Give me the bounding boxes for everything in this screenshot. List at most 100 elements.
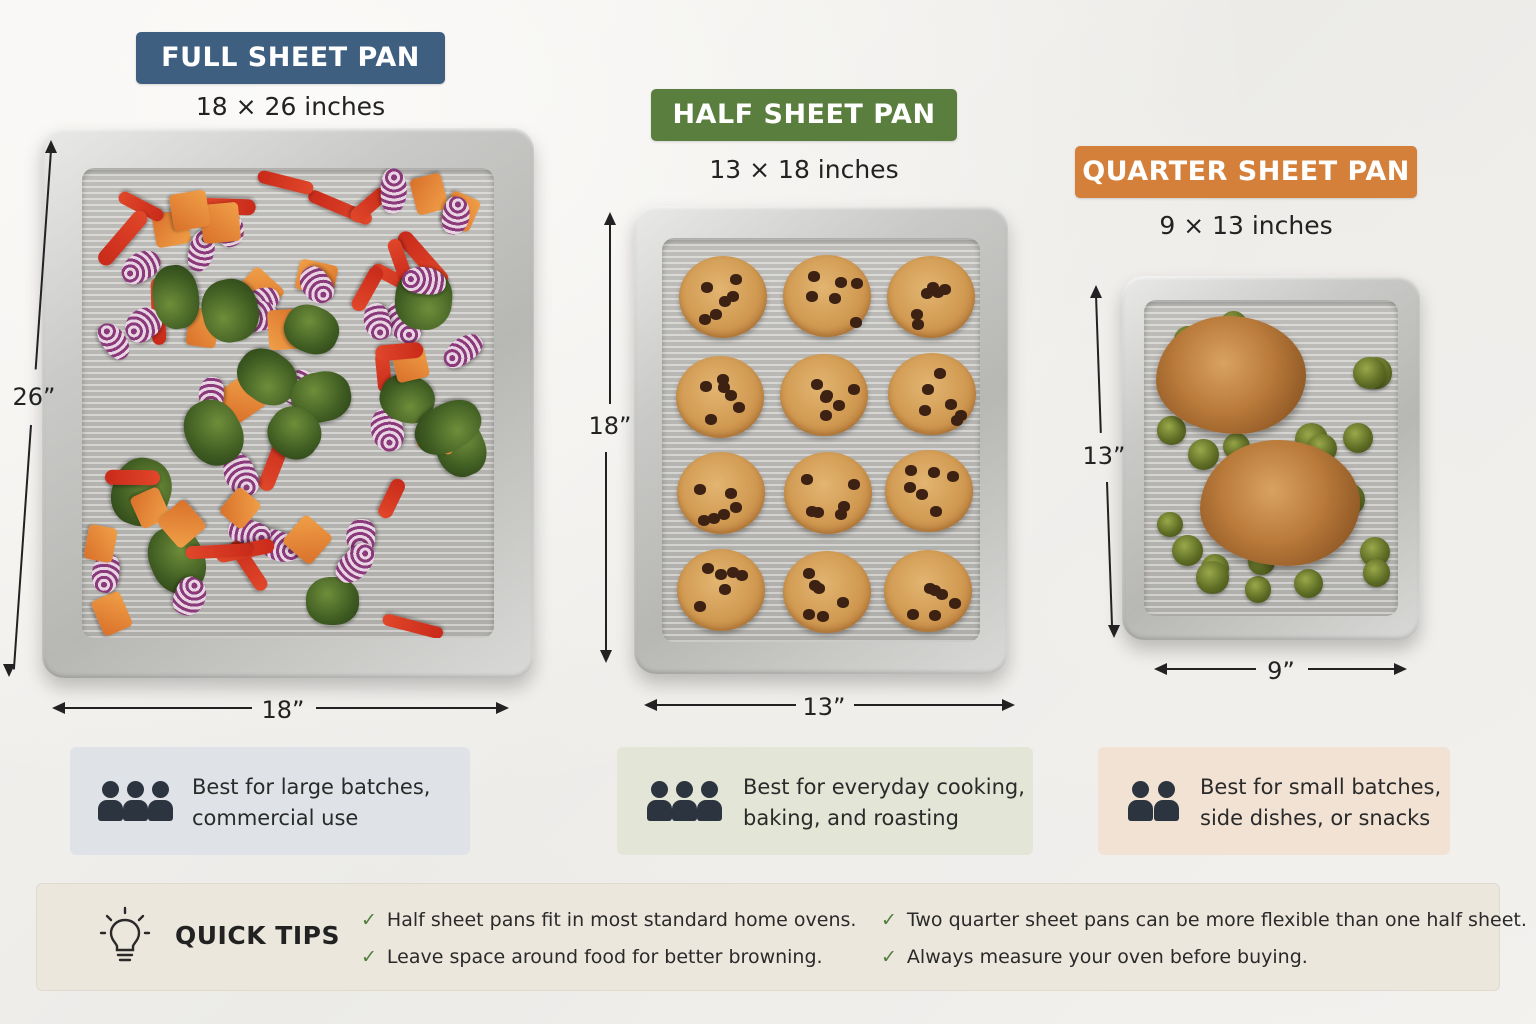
half-height-label: 18”: [588, 412, 632, 440]
cookie: [678, 256, 767, 339]
chocolate-chip: [946, 471, 959, 483]
chocolate-chip: [847, 479, 860, 491]
chocolate-chip: [816, 611, 829, 623]
chocolate-chip: [904, 481, 917, 493]
chocolate-chip: [905, 465, 918, 477]
chocolate-chip: [949, 598, 962, 610]
people-group-icon: [647, 781, 722, 825]
full-sheet-pan: [42, 128, 534, 678]
red-pepper: [256, 169, 315, 196]
half-sheet-dimensions: 13 × 18 inches: [709, 155, 899, 184]
chocolate-chip: [930, 505, 942, 517]
half-width-arrow-left: [644, 699, 657, 711]
chocolate-chip: [802, 609, 815, 620]
chocolate-chip: [725, 389, 738, 401]
half-width-arrow-right: [1002, 699, 1015, 711]
broccoli: [305, 576, 360, 626]
chocolate-chip: [819, 409, 832, 421]
chocolate-chip: [803, 568, 816, 580]
quick-tips-panel: QUICK TIPS ✓ Half sheet pans fit in most …: [36, 883, 1527, 991]
lightbulb-icon: [99, 906, 151, 962]
full-height-arrow-bottom: [3, 664, 15, 677]
half-height-line-upper: [609, 222, 611, 404]
chocolate-chip: [717, 381, 730, 393]
sweet-potato: [90, 590, 134, 638]
tip-item: ✓ Two quarter sheet pans can be more flex…: [881, 909, 1527, 931]
full-sheet-use-card: Best for large batches, commercial use: [70, 747, 470, 855]
chocolate-chip: [932, 286, 945, 298]
chocolate-chip: [921, 384, 934, 396]
full-width-label: 18”: [261, 696, 305, 724]
chocolate-chip: [693, 483, 706, 495]
quarter-sheet-pan-surface: [1144, 300, 1398, 616]
full-height-arrow-top: [45, 140, 57, 153]
checkmark-icon: ✓: [361, 946, 377, 968]
chocolate-chip: [727, 567, 740, 579]
brussels-sprout: [1244, 576, 1272, 603]
half-height-arrow-top: [604, 212, 616, 225]
half-width-line-left: [654, 704, 796, 706]
chocolate-chip: [705, 413, 718, 425]
quarter-width-line-left: [1164, 668, 1256, 670]
quarter-width-arrow-right: [1394, 663, 1407, 675]
full-height-label: 26”: [12, 383, 56, 411]
tip-item: ✓ Half sheet pans fit in most standard ho…: [361, 909, 857, 931]
quarter-sheet-title-badge: QUARTER SHEET PAN: [1075, 146, 1417, 198]
half-sheet-use-text: Best for everyday cooking, baking, and r…: [743, 775, 1025, 830]
chocolate-chip: [927, 466, 940, 478]
chocolate-chip: [906, 609, 919, 621]
quarter-width-line-right: [1308, 668, 1396, 670]
cookie: [676, 355, 765, 438]
full-sheet-dimensions: 18 × 26 inches: [195, 92, 386, 121]
chocolate-chip: [808, 271, 821, 283]
full-width-arrow-right: [496, 702, 509, 714]
red-pepper: [376, 476, 408, 521]
chocolate-chip: [693, 600, 706, 612]
chocolate-chip: [849, 317, 862, 329]
chocolate-chip: [811, 507, 824, 519]
half-sheet-title: HALF SHEET PAN: [672, 99, 936, 130]
chocolate-chip: [820, 389, 833, 401]
half-sheet-use-card: Best for everyday cooking, baking, and r…: [617, 747, 1033, 855]
quarter-height-arrow-bottom: [1108, 625, 1120, 638]
chocolate-chip: [929, 609, 942, 621]
cookie: [885, 450, 973, 533]
checkmark-icon: ✓: [881, 946, 897, 968]
full-width-line-left: [62, 707, 252, 709]
half-sheet-title-badge: HALF SHEET PAN: [651, 89, 957, 141]
chocolate-chip: [710, 309, 723, 321]
quarter-height-arrow-top: [1090, 285, 1102, 298]
chocolate-chip: [954, 409, 967, 421]
full-width-arrow-left: [52, 702, 65, 714]
full-sheet-title: FULL SHEET PAN: [161, 42, 420, 73]
chocolate-chip: [835, 509, 848, 521]
quarter-sheet-pan: [1122, 276, 1420, 640]
chocolate-chip: [835, 276, 848, 288]
chocolate-chip: [837, 500, 850, 512]
quarter-height-label: 13”: [1082, 442, 1126, 470]
half-sheet-pan-surface: [662, 238, 980, 642]
chocolate-chip: [910, 308, 923, 320]
red-pepper: [381, 612, 445, 638]
brussels-sprout: [1196, 561, 1229, 594]
quarter-height-line-lower: [1106, 481, 1114, 628]
half-sheet-pan: [634, 206, 1008, 674]
quick-tips-title: QUICK TIPS: [175, 921, 340, 950]
chocolate-chip: [850, 278, 863, 290]
chocolate-chip: [716, 374, 729, 386]
full-sheet-pan-surface: [82, 168, 494, 638]
chocolate-chip: [715, 568, 728, 580]
full-sheet-use-text: Best for large batches, commercial use: [192, 775, 431, 830]
chocolate-chip: [829, 293, 842, 305]
brussels-sprout: [1187, 438, 1220, 471]
cookie: [886, 256, 975, 339]
cookie: [783, 451, 872, 534]
chocolate-chip: [718, 295, 731, 307]
chocolate-chip: [950, 414, 963, 426]
chocolate-chip: [934, 367, 947, 379]
chocolate-chip: [935, 589, 948, 601]
chocolate-chip: [719, 583, 732, 595]
chocolate-chip: [944, 398, 957, 410]
quarter-sheet-dimensions: 9 × 13 inches: [1159, 211, 1333, 240]
quarter-width-label: 9”: [1267, 657, 1295, 685]
